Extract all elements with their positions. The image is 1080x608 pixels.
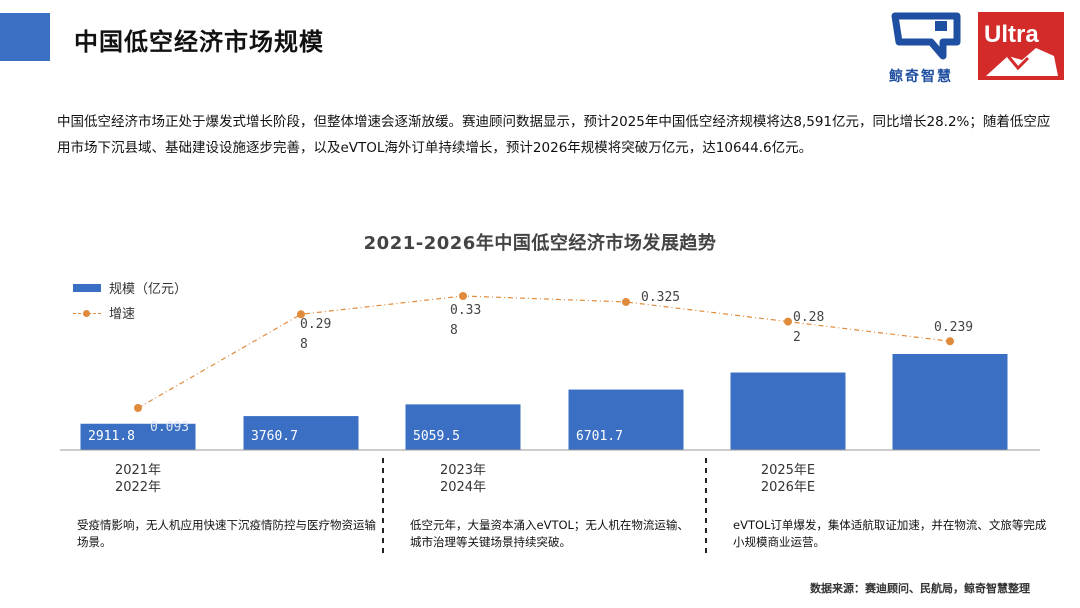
bar-value-label-2: 5059.5: [413, 429, 460, 444]
bar-3: [568, 389, 684, 450]
growth-point-5: [946, 337, 954, 346]
growth-label-4-line2: 2: [793, 330, 801, 345]
chart-title: 2021-2026年中国低空经济市场发展趋势: [363, 233, 717, 254]
growth-label-4: 0.28: [793, 310, 824, 325]
whale-logo-icon: [891, 12, 961, 60]
bar-value-label-5: 5: [860, 429, 868, 444]
bar-5: [892, 354, 1008, 450]
title-accent-block: [0, 13, 50, 61]
legend-label-bar: 规模（亿元）: [109, 282, 188, 297]
x-tick-label-1-1: 2024年: [440, 480, 486, 495]
ultra-logo-icon: Ultra: [978, 12, 1064, 80]
bar-2: [405, 404, 521, 450]
growth-label-5: 0.239: [934, 320, 973, 335]
x-tick-label-0-0: 2021年: [115, 463, 161, 478]
note-2025-2026: eVTOL订单爆发，集体适航取证加速，并在物流、文旅等完成小规模商业运营。: [733, 518, 1047, 549]
intro-paragraph: 中国低空经济市场正处于爆发式增长阶段，但整体增速会逐渐放缓。赛迪顾问数据显示，预…: [57, 114, 1051, 156]
growth-label-2: 0.33: [450, 303, 481, 318]
ultra-logo-text: Ultra: [984, 21, 1039, 48]
growth-label-1: 0.29: [300, 317, 331, 332]
bar-1: [243, 416, 359, 450]
growth-point-1: [297, 310, 305, 319]
logo-text: 鲸奇智慧: [889, 69, 953, 85]
data-source: 数据来源：赛迪顾问、民航局，鲸奇智慧整理: [810, 582, 1030, 595]
page-title: 中国低空经济市场规模: [74, 28, 324, 56]
x-tick-label-0-1: 2022年: [115, 480, 161, 495]
growth-label-2-line2: 8: [450, 323, 458, 338]
growth-point-3: [622, 297, 630, 306]
bar-value-label-0: 2911.8: [88, 429, 135, 444]
legend-line-swatch: [73, 308, 101, 318]
legend-item-bar: 规模（亿元）: [73, 275, 187, 300]
growth-point-0: [134, 404, 142, 412]
note-2023-2024: 低空元年，大量资本涌入eVTOL；无人机在物流运输、城市治理等关键场景持续突破。: [410, 518, 689, 549]
legend-label-line: 增速: [109, 307, 136, 322]
note-2021-2022: 受疫情影响，无人机应用快速下沉疫情防控与医疗物资运输场景。: [77, 518, 376, 549]
bar-0: [80, 423, 196, 450]
x-tick-label-1-0: 2023年: [440, 463, 486, 478]
legend-bar-swatch: [73, 283, 101, 292]
growth-point-4: [784, 317, 792, 326]
chart-legend: 规模（亿元） 增速: [73, 275, 187, 325]
growth-label-0: 0.093: [150, 420, 189, 435]
bar-4: [730, 372, 846, 450]
bar-value-label-1: 3760.7: [251, 429, 298, 444]
growth-point-2: [459, 292, 467, 300]
growth-label-3: 0.325: [641, 290, 680, 305]
x-tick-label-2-1: 2026年E: [761, 480, 815, 495]
bar-value-label-3: 6701.7: [576, 429, 623, 444]
growth-line: [137, 295, 951, 409]
growth-label-1-line2: 8: [300, 337, 308, 352]
x-tick-label-2-0: 2025年E: [761, 463, 815, 478]
legend-item-line: 增速: [73, 300, 187, 325]
